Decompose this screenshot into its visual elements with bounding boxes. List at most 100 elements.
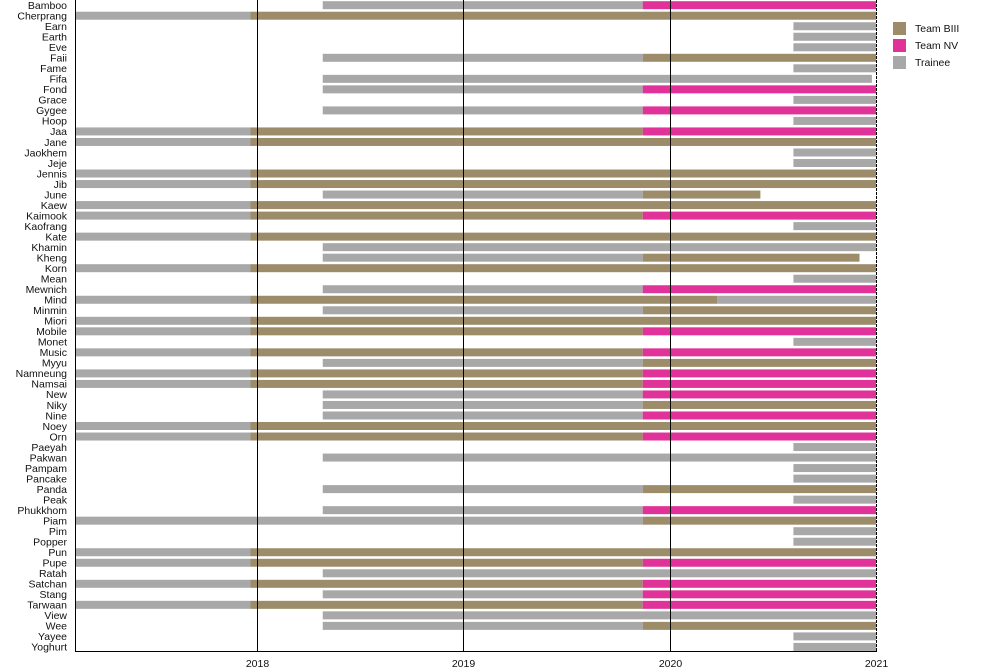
member-label: Pampam bbox=[25, 463, 67, 475]
bar-team-biii bbox=[250, 180, 876, 189]
bar-trainee bbox=[793, 642, 876, 651]
bar-team-nv bbox=[642, 590, 876, 599]
bar-trainee bbox=[75, 180, 251, 189]
member-label: Nine bbox=[45, 410, 67, 422]
bar-trainee bbox=[793, 43, 876, 52]
member-label: Jib bbox=[54, 179, 68, 191]
bar-team-biii bbox=[642, 516, 876, 525]
bar-team-biii bbox=[250, 422, 876, 430]
bar-trainee bbox=[75, 211, 251, 220]
member-label: Music bbox=[40, 347, 67, 359]
bar-trainee bbox=[322, 411, 643, 420]
x-tick-label: 2019 bbox=[452, 658, 476, 670]
legend: Team BIII Team NV Trainee bbox=[893, 22, 959, 69]
x-tick-label: 2020 bbox=[659, 658, 683, 670]
bar-team-biii bbox=[250, 264, 876, 273]
bar-team-biii bbox=[250, 11, 876, 20]
bar-team-biii bbox=[250, 201, 876, 210]
bar-team-biii bbox=[642, 306, 876, 315]
member-label: New bbox=[46, 389, 67, 401]
bar-trainee bbox=[75, 232, 251, 241]
bar-trainee bbox=[75, 201, 251, 210]
member-label: Monet bbox=[38, 337, 67, 349]
bar-team-nv bbox=[642, 411, 876, 420]
bar-trainee bbox=[322, 285, 643, 294]
bar-trainee bbox=[75, 295, 251, 304]
bar-team-nv bbox=[642, 390, 876, 399]
member-label: Fond bbox=[43, 84, 67, 96]
bar-trainee bbox=[322, 400, 643, 409]
bar-trainee bbox=[322, 74, 872, 83]
bar-team-nv bbox=[642, 558, 876, 567]
bar-trainee bbox=[322, 569, 877, 578]
bar-trainee bbox=[75, 127, 251, 136]
bar-team-biii bbox=[642, 485, 876, 494]
bar-team-biii bbox=[250, 579, 643, 588]
bar-trainee bbox=[793, 222, 876, 231]
member-label: Kate bbox=[45, 231, 67, 243]
bar-trainee bbox=[322, 243, 877, 252]
bar-trainee bbox=[75, 348, 251, 357]
bar-trainee bbox=[75, 422, 251, 430]
bar-team-nv bbox=[642, 285, 876, 294]
bar-trainee bbox=[322, 190, 643, 199]
member-label: Yoghurt bbox=[31, 642, 67, 654]
bar-team-nv bbox=[642, 432, 876, 441]
legend-swatch bbox=[893, 22, 906, 35]
bar-team-nv bbox=[642, 379, 876, 388]
member-label: June bbox=[44, 189, 67, 201]
bar-team-biii bbox=[250, 558, 643, 567]
bar-team-biii bbox=[250, 600, 643, 609]
bar-trainee bbox=[322, 1, 643, 10]
member-label: Pupe bbox=[42, 558, 67, 570]
bar-trainee bbox=[793, 274, 876, 283]
member-label: Popper bbox=[33, 537, 67, 549]
member-label: Miori bbox=[44, 316, 67, 328]
member-label: Earn bbox=[45, 21, 67, 33]
bar-trainee bbox=[75, 11, 251, 20]
bar-trainee bbox=[322, 590, 643, 599]
member-label: Cherprang bbox=[17, 11, 67, 23]
bar-team-biii bbox=[250, 348, 643, 357]
member-label: Jaokhem bbox=[24, 147, 67, 159]
member-label: Pun bbox=[48, 547, 67, 559]
bar-team-biii bbox=[250, 137, 876, 146]
member-label: Piam bbox=[43, 515, 67, 527]
bar-team-biii bbox=[642, 253, 860, 262]
member-label: Peak bbox=[43, 494, 68, 506]
bar-team-biii bbox=[250, 295, 718, 304]
bar-trainee bbox=[75, 516, 643, 525]
member-label: Ratah bbox=[39, 568, 67, 580]
bar-trainee bbox=[322, 485, 643, 494]
bar-trainee bbox=[793, 337, 876, 346]
member-label: Earth bbox=[42, 32, 67, 44]
bar-team-biii bbox=[642, 53, 876, 62]
member-label: Noey bbox=[42, 421, 67, 433]
bar-trainee bbox=[322, 621, 643, 630]
member-label: Orn bbox=[49, 431, 67, 443]
member-label: Panda bbox=[37, 484, 68, 496]
bar-trainee bbox=[322, 358, 643, 367]
member-label: Namneung bbox=[16, 368, 68, 380]
bar-trainee bbox=[75, 600, 251, 609]
member-label: Pancake bbox=[26, 473, 67, 485]
bar-team-nv bbox=[642, 327, 876, 336]
member-label: Jaa bbox=[50, 126, 67, 138]
member-label: Mind bbox=[44, 295, 67, 307]
member-label: Fifa bbox=[49, 74, 67, 86]
member-label: Stang bbox=[40, 589, 68, 601]
bar-trainee bbox=[793, 159, 876, 167]
bar-team-nv bbox=[642, 106, 876, 115]
member-label: Gygee bbox=[36, 105, 67, 117]
bar-team-nv bbox=[642, 579, 876, 588]
bar-trainee bbox=[322, 253, 643, 262]
bar-team-nv bbox=[642, 211, 876, 220]
member-label: Pim bbox=[49, 526, 67, 538]
bar-trainee bbox=[75, 327, 251, 336]
bar-trainee bbox=[793, 464, 876, 473]
legend-label: Team NV bbox=[915, 40, 958, 52]
member-label: Korn bbox=[45, 263, 67, 275]
bar-trainee bbox=[793, 95, 876, 104]
legend-label: Trainee bbox=[915, 57, 950, 69]
